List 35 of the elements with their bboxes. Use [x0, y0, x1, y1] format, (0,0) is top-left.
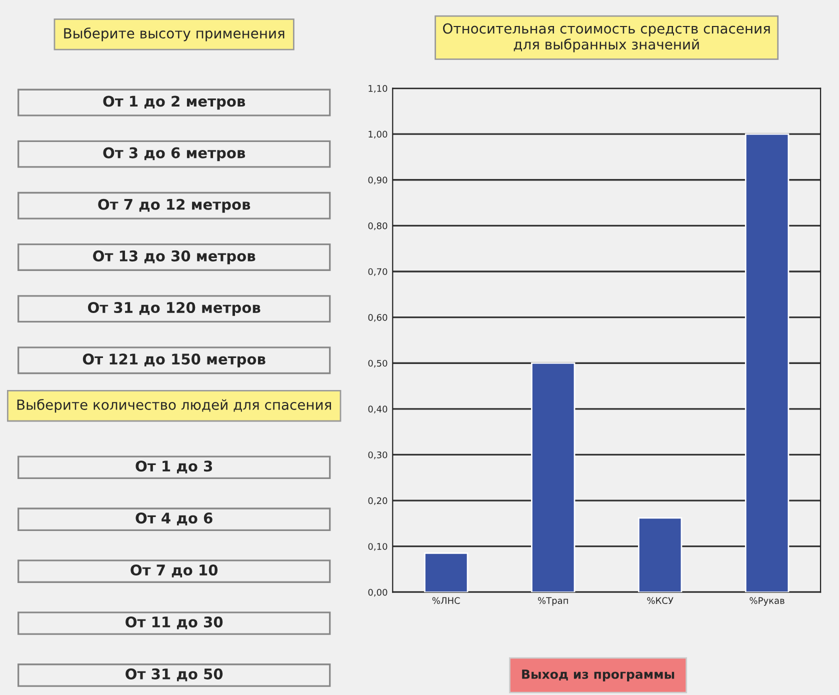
text: От 1 до 2 метров — [103, 96, 246, 110]
text: От 121 до 150 метров — [82, 354, 266, 368]
bar — [744, 133, 790, 592]
text: От 7 до 10 — [130, 564, 218, 578]
text: От 3 до 6 метров — [103, 147, 246, 162]
y-tick-label: 0,90 — [368, 176, 388, 184]
text: От 4 до 6 — [136, 512, 212, 526]
text: Выход из программы — [522, 670, 674, 682]
y-tick-label: 1,00 — [368, 130, 388, 139]
text: Выберите количество людей для спасения — [17, 398, 331, 413]
x-tick-label: %ЛНС — [432, 597, 460, 604]
y-tick-label: 0,80 — [368, 222, 388, 230]
text: Выберите высоту применения — [64, 28, 284, 42]
bar — [531, 362, 576, 592]
y-tick-label: 0,70 — [368, 268, 388, 276]
y-tick-label: 0,20 — [368, 497, 388, 506]
text: От 11 до 30 — [126, 616, 223, 630]
y-tick-label: 0,40 — [368, 406, 388, 414]
bar — [638, 517, 682, 592]
y-tick-label: 1,10 — [368, 84, 388, 93]
text: От 7 до 12 метров — [98, 198, 250, 213]
y-tick-label: 0,00 — [368, 588, 388, 597]
text: От 31 до 50 — [126, 668, 223, 682]
y-tick-label: 0,60 — [368, 314, 388, 322]
x-tick-label: %КСУ — [647, 597, 674, 604]
text: От 1 до 3 — [136, 460, 212, 474]
text: От 31 до 120 метров — [88, 302, 260, 316]
y-tick-label: 0,50 — [368, 360, 388, 368]
y-tick-label: 0,10 — [368, 543, 388, 551]
bar — [424, 552, 468, 592]
chart-title: Относительная стоимость средств спасения для выбранных значений — [443, 23, 770, 52]
y-tick-label: 0,30 — [368, 451, 388, 460]
x-tick-label: %Рукав — [750, 597, 784, 606]
text: От 13 до 30 метров — [93, 250, 256, 264]
x-tick-label: %Трап — [538, 597, 568, 606]
